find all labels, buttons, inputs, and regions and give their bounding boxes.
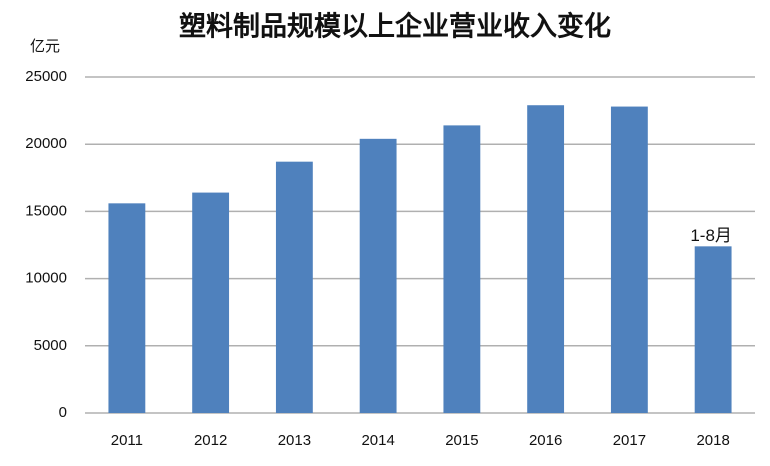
y-tick-label: 5000: [34, 337, 67, 354]
y-tick-label: 25000: [25, 68, 67, 85]
chart-title: 塑料制品规模以上企业营业收入变化: [179, 11, 611, 43]
y-tick-label: 0: [59, 404, 67, 421]
x-tick-label: 2013: [278, 432, 311, 449]
x-tick-label: 2015: [445, 432, 478, 449]
bar: [527, 105, 565, 413]
annotation: 1-8月: [690, 226, 732, 245]
y-tick-label: 20000: [25, 135, 67, 152]
bar: [192, 192, 230, 413]
x-tick-label: 2014: [361, 432, 394, 449]
x-tick-label: 2018: [696, 432, 729, 449]
y-tick-label: 10000: [25, 270, 67, 287]
bar: [694, 246, 732, 413]
x-tick-label: 2012: [194, 432, 227, 449]
bar: [275, 161, 313, 413]
bar: [443, 125, 481, 413]
bar: [610, 106, 648, 414]
x-tick-label: 2016: [529, 432, 562, 449]
y-tick-label: 15000: [25, 202, 67, 219]
y-axis-label: 亿元: [30, 38, 60, 55]
bar: [359, 138, 397, 413]
bar: [108, 203, 146, 413]
x-tick-label: 2011: [111, 432, 143, 449]
x-tick-label: 2017: [613, 432, 646, 449]
